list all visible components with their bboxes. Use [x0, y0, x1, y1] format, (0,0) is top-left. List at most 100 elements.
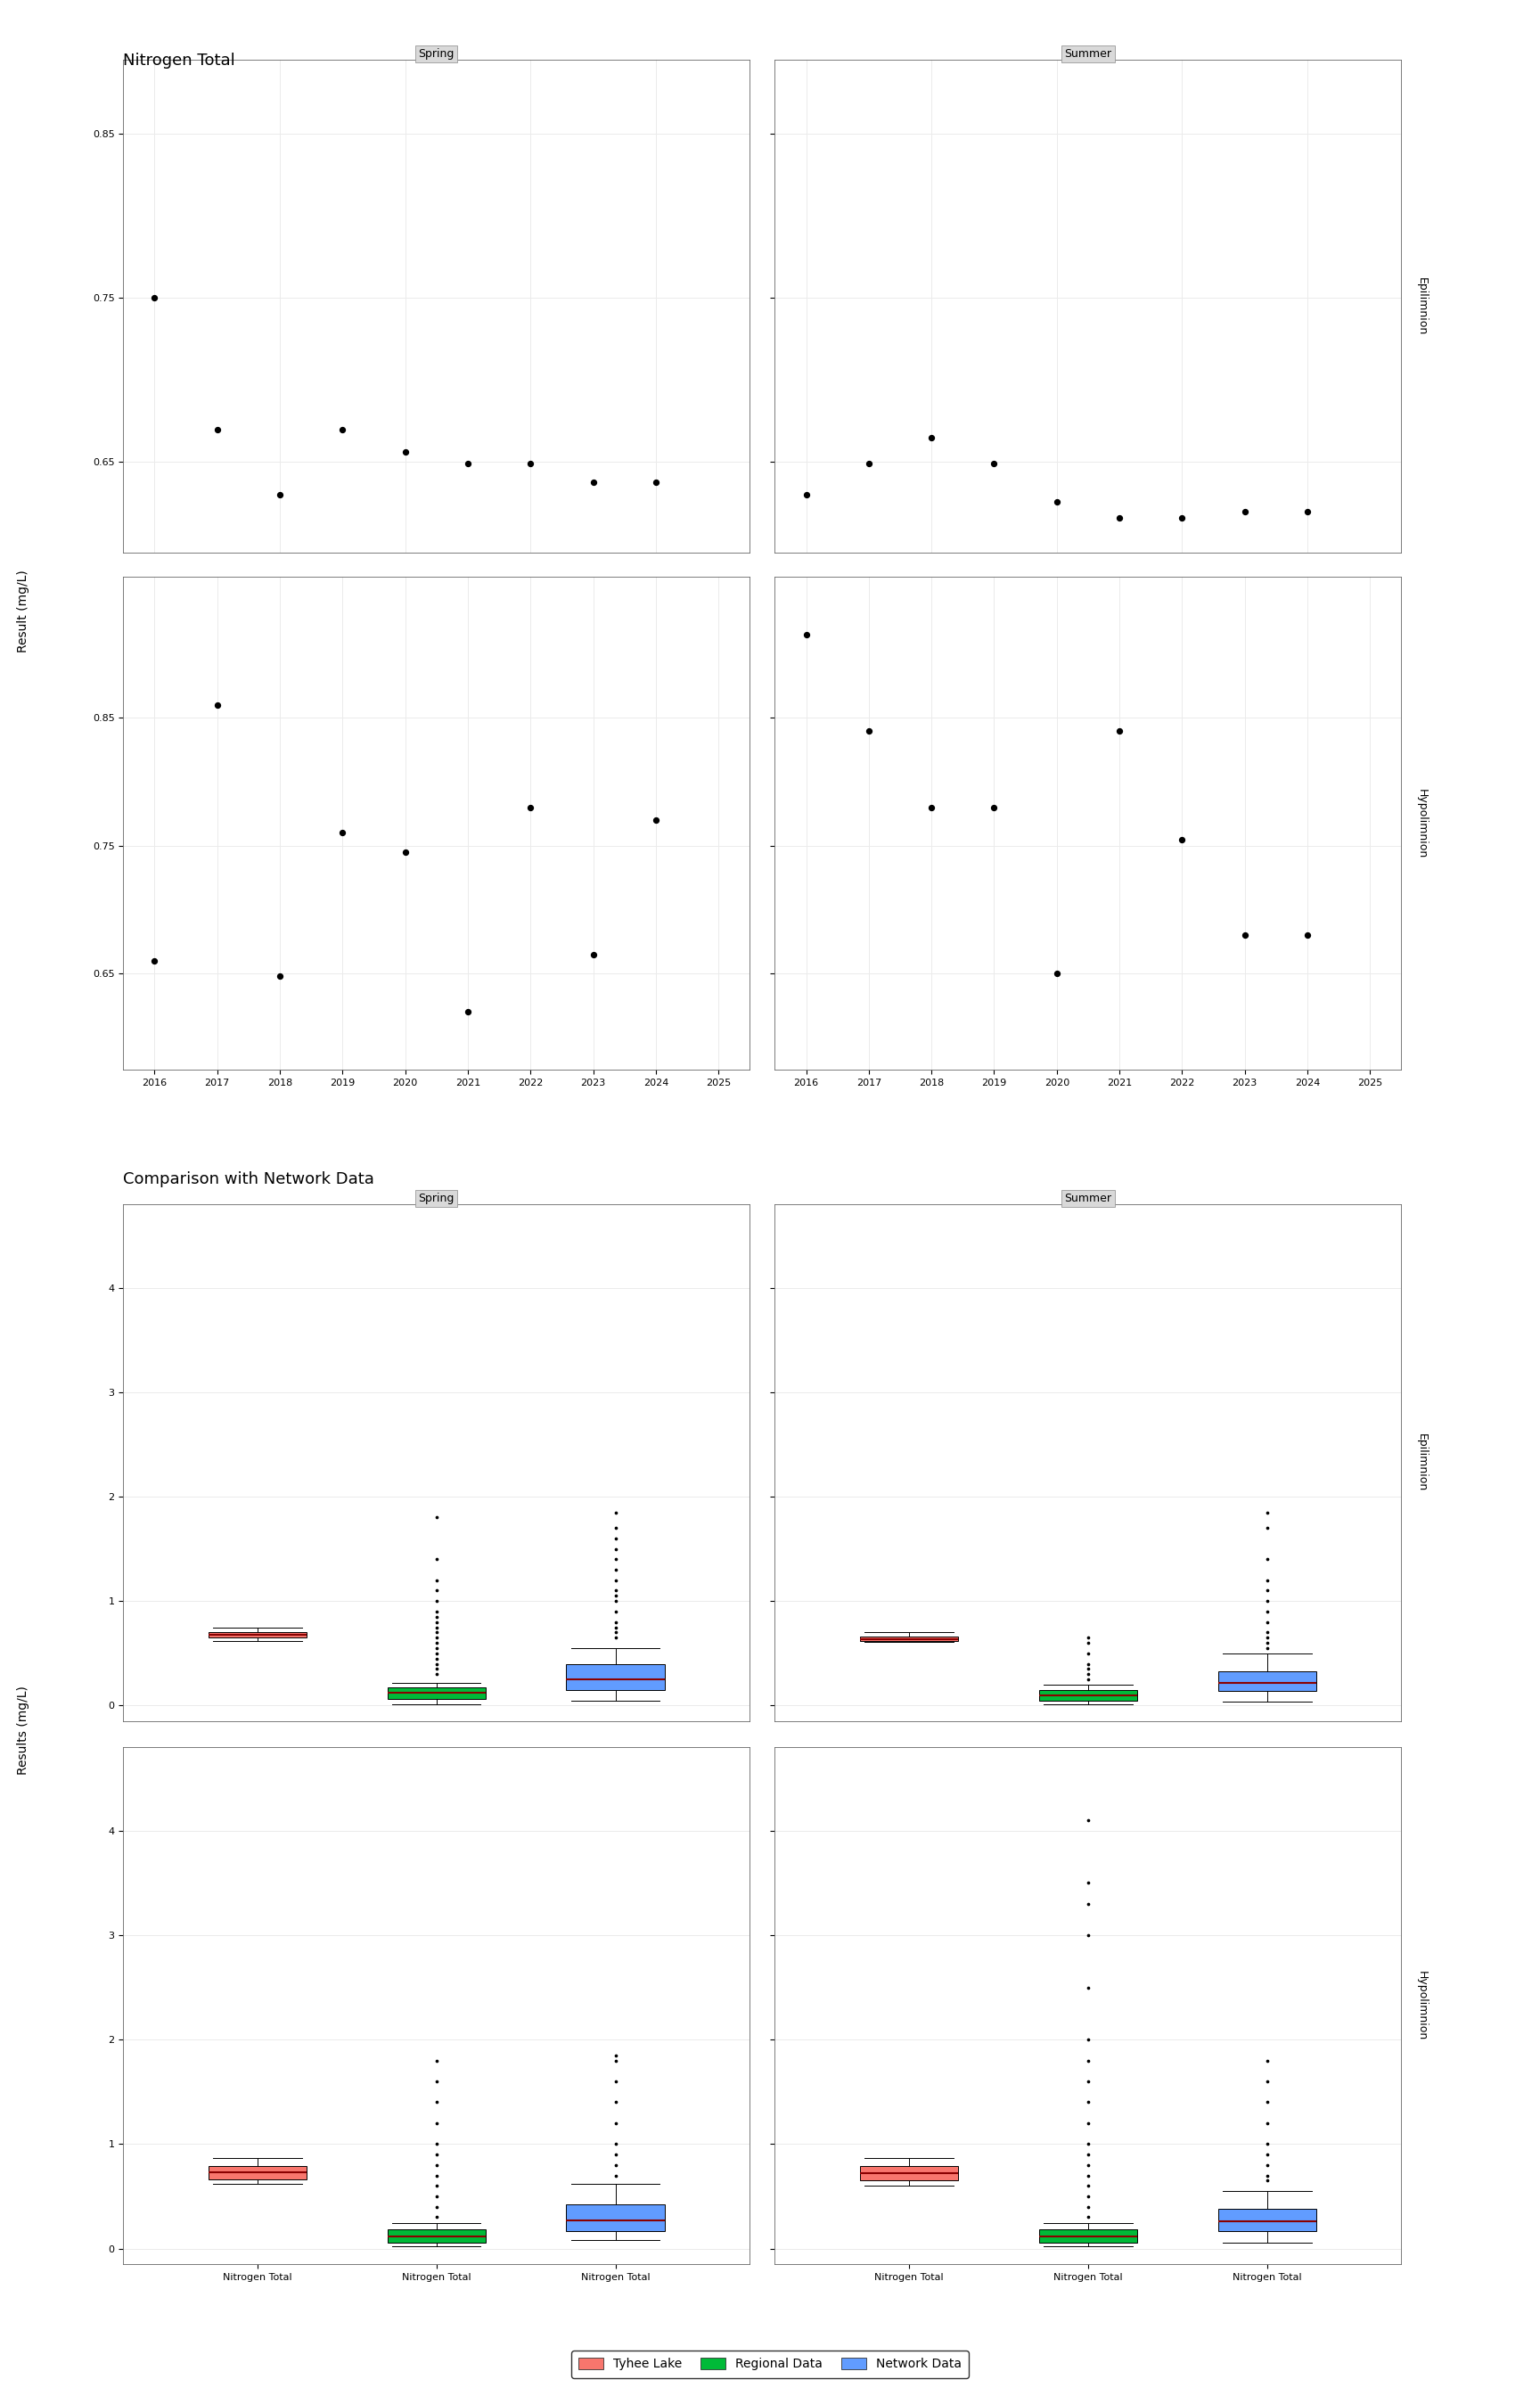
Point: [1076, 2147, 1101, 2185]
Point: [856, 712, 881, 750]
Point: [424, 1624, 448, 1663]
Point: [424, 1639, 448, 1677]
Point: [1076, 2135, 1101, 2173]
Point: [205, 410, 229, 448]
Title: Spring: Spring: [419, 48, 454, 60]
Bar: [1040, 1689, 1138, 1701]
Point: [424, 1593, 448, 1632]
Point: [330, 815, 354, 853]
Point: [424, 1541, 448, 1579]
Point: [604, 1581, 628, 1620]
Legend: Tyhee Lake, Regional Data, Network Data: Tyhee Lake, Regional Data, Network Data: [571, 2350, 969, 2377]
Point: [1076, 1967, 1101, 2005]
Bar: [1040, 2231, 1138, 2243]
Point: [1255, 2135, 1280, 2173]
Point: [1255, 2161, 1280, 2200]
Point: [424, 2104, 448, 2142]
Point: [604, 1572, 628, 1610]
Point: [1255, 1493, 1280, 1531]
Bar: [859, 1636, 958, 1641]
Point: [604, 2063, 628, 2101]
Point: [581, 462, 605, 501]
Y-axis label: Hypolimnion: Hypolimnion: [1417, 1972, 1428, 2041]
Point: [604, 1519, 628, 1557]
Point: [424, 2082, 448, 2120]
Point: [604, 1617, 628, 1656]
Point: [604, 1603, 628, 1641]
Point: [1107, 498, 1132, 537]
Point: [424, 1651, 448, 1689]
Point: [1255, 1629, 1280, 1668]
Title: Spring: Spring: [419, 1193, 454, 1205]
Point: [1076, 1886, 1101, 1924]
Point: [424, 2135, 448, 2173]
Point: [983, 446, 1007, 484]
Point: [424, 2063, 448, 2101]
Bar: [567, 1663, 665, 1689]
Point: [793, 477, 818, 515]
Point: [1255, 2082, 1280, 2120]
Point: [1232, 915, 1257, 954]
Point: [1076, 2125, 1101, 2164]
Point: [604, 2082, 628, 2120]
Point: [919, 419, 944, 458]
Point: [604, 2125, 628, 2164]
Point: [1255, 1593, 1280, 1632]
Point: [604, 2104, 628, 2142]
Point: [1076, 1624, 1101, 1663]
Point: [424, 1572, 448, 1610]
Bar: [387, 2231, 485, 2243]
Point: [393, 834, 417, 872]
Point: [1076, 2156, 1101, 2195]
Point: [644, 800, 668, 839]
Text: Result (mg/L): Result (mg/L): [17, 570, 29, 652]
Point: [424, 1608, 448, 1646]
Point: [604, 2041, 628, 2080]
Point: [604, 1608, 628, 1646]
Y-axis label: Hypolimnion: Hypolimnion: [1417, 788, 1428, 858]
Point: [1076, 1617, 1101, 1656]
Point: [1255, 2156, 1280, 2195]
Point: [424, 2188, 448, 2226]
Title: Summer: Summer: [1064, 1193, 1112, 1205]
Point: [604, 1593, 628, 1632]
Point: [1076, 2178, 1101, 2216]
Point: [1255, 2041, 1280, 2080]
Point: [1255, 1509, 1280, 1548]
Point: [1255, 1572, 1280, 1610]
Point: [456, 446, 480, 484]
Point: [1255, 1581, 1280, 1620]
Point: [393, 434, 417, 472]
Point: [1255, 1541, 1280, 1579]
Point: [1255, 1624, 1280, 1663]
Point: [1076, 2041, 1101, 2080]
Y-axis label: Epilimnion: Epilimnion: [1417, 278, 1428, 335]
Point: [424, 1581, 448, 1620]
Point: [424, 2041, 448, 2080]
Point: [604, 2147, 628, 2185]
Point: [424, 2156, 448, 2195]
Point: [644, 462, 668, 501]
Point: [604, 1613, 628, 1651]
Point: [424, 1498, 448, 1536]
Point: [604, 2135, 628, 2173]
Point: [1076, 2166, 1101, 2204]
Point: [1255, 2147, 1280, 2185]
Point: [424, 1613, 448, 1651]
Point: [604, 1541, 628, 1579]
Point: [424, 2178, 448, 2216]
Point: [983, 788, 1007, 827]
Text: Results (mg/L): Results (mg/L): [17, 1684, 29, 1775]
Point: [424, 1629, 448, 1668]
Point: [1232, 491, 1257, 530]
Bar: [1218, 2209, 1317, 2231]
Point: [1076, 1864, 1101, 1902]
Bar: [208, 2166, 306, 2180]
Point: [793, 616, 818, 654]
Point: [424, 2147, 448, 2185]
Point: [1076, 1651, 1101, 1689]
Point: [1076, 1656, 1101, 1694]
Bar: [387, 1687, 485, 1699]
Point: [268, 956, 293, 994]
Point: [1255, 2104, 1280, 2142]
